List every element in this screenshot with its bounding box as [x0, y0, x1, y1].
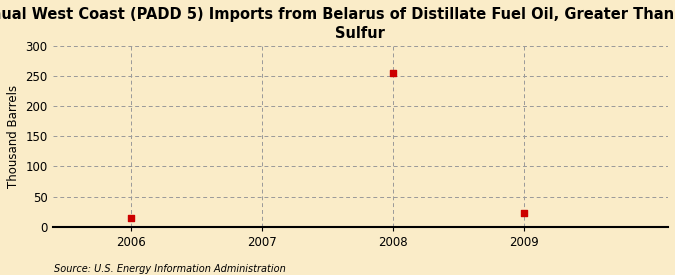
Y-axis label: Thousand Barrels: Thousand Barrels	[7, 85, 20, 188]
Point	[387, 71, 398, 75]
Point	[126, 216, 136, 221]
Title: Annual West Coast (PADD 5) Imports from Belarus of Distillate Fuel Oil, Greater : Annual West Coast (PADD 5) Imports from …	[0, 7, 675, 40]
Point	[518, 211, 529, 215]
Text: Source: U.S. Energy Information Administration: Source: U.S. Energy Information Administ…	[54, 264, 286, 274]
